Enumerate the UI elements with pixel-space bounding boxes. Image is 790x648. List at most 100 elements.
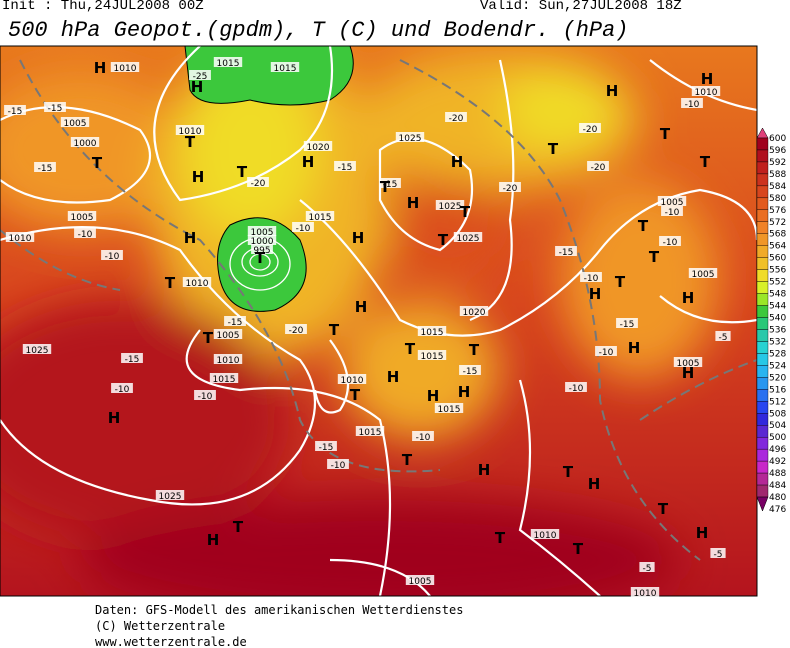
isoline-label: 1015 xyxy=(438,405,461,415)
isoline-label: -5 xyxy=(714,550,723,560)
colorbar-cell xyxy=(756,329,769,342)
colorbar-label: 576 xyxy=(769,206,786,216)
isoline-label: 1015 xyxy=(213,375,236,385)
isoline-label: -10 xyxy=(105,252,120,262)
colorbar-cell xyxy=(756,341,769,354)
isoline-label: 1010 xyxy=(9,234,32,244)
pressure-center: H xyxy=(108,409,121,427)
colorbar-label: 504 xyxy=(769,421,786,431)
isoline-label: -15 xyxy=(319,443,334,453)
colorbar-end xyxy=(756,496,769,512)
colorbar-cell xyxy=(756,377,769,390)
footer-line: (C) Wetterzentrale xyxy=(95,619,226,633)
pressure-center: T xyxy=(233,518,244,536)
label-box xyxy=(710,548,726,558)
label-box xyxy=(121,353,143,363)
pressure-center: T xyxy=(700,153,711,171)
colorbar-label: 544 xyxy=(769,302,786,312)
isoline-label: -10 xyxy=(685,100,700,110)
colorbar-label: 528 xyxy=(769,349,786,359)
isoline-label: -10 xyxy=(331,461,346,471)
label-box xyxy=(579,123,601,133)
colorbar-label: 484 xyxy=(769,481,786,491)
colorbar-cell xyxy=(756,425,769,438)
colorbar-label: 592 xyxy=(769,158,786,168)
pressure-center: T xyxy=(469,341,480,359)
isoline-label: -15 xyxy=(38,164,53,174)
isoline-label: 1025 xyxy=(26,346,49,356)
isoline-label: 1025 xyxy=(399,134,422,144)
pressure-center: T xyxy=(380,178,391,196)
pressure-center: T xyxy=(438,231,449,249)
label-box xyxy=(194,390,216,400)
label-box xyxy=(499,182,521,192)
label-box xyxy=(224,316,246,326)
label-box xyxy=(661,206,683,216)
isoline-label: -10 xyxy=(416,433,431,443)
isoline-label: 1015 xyxy=(309,213,332,223)
label-box xyxy=(44,102,66,112)
label-box xyxy=(303,141,333,151)
label-box xyxy=(67,211,97,221)
colorbar-cell xyxy=(756,389,769,402)
isoline-label: 995 xyxy=(253,246,270,256)
colorbar-label: 496 xyxy=(769,445,786,455)
footer-line: Daten: GFS-Modell des amerikanischen Wet… xyxy=(95,603,464,617)
isoline-label: -15 xyxy=(559,248,574,258)
isoline-label: -15 xyxy=(228,318,243,328)
label-box xyxy=(182,277,212,287)
pressure-center: H xyxy=(387,368,400,386)
isoline-label: 1010 xyxy=(114,64,137,74)
label-box xyxy=(379,178,401,188)
isoline-label: -10 xyxy=(599,348,614,358)
isoline-label: 1020 xyxy=(307,143,330,153)
pressure-center: H xyxy=(355,298,368,316)
isoline-label: 1015 xyxy=(217,59,240,69)
isoline-label: -20 xyxy=(591,163,606,173)
colorbar-cell xyxy=(756,233,769,246)
label-box xyxy=(334,161,356,171)
colorbar-cell xyxy=(756,413,769,426)
pressure-center: H xyxy=(588,475,601,493)
colorbar-label: 584 xyxy=(769,182,786,192)
colorbar-label: 492 xyxy=(769,457,786,467)
isoline-label: 1015 xyxy=(359,428,382,438)
label-box xyxy=(34,162,56,172)
colorbar-cell xyxy=(756,281,769,294)
colorbar-label: 488 xyxy=(769,469,786,479)
label-box xyxy=(247,226,277,236)
title: 500 hPa Geopot.(gpdm), T (C) und Bodendr… xyxy=(8,18,629,43)
isoline-label: 1005 xyxy=(251,228,274,238)
label-box xyxy=(688,268,718,278)
label-box xyxy=(630,587,660,597)
label-box xyxy=(616,318,638,328)
isoline-label: 1010 xyxy=(217,356,240,366)
isoline-label: 1005 xyxy=(661,198,684,208)
pressure-center: H xyxy=(407,194,420,212)
isoline-label: 1010 xyxy=(186,279,209,289)
pressure-center: H xyxy=(682,364,695,382)
pressure-center: H xyxy=(302,153,315,171)
pressure-center: H xyxy=(94,59,107,77)
isoline-label: -25 xyxy=(193,72,208,82)
label-box xyxy=(435,200,465,210)
pressure-center: H xyxy=(451,153,464,171)
label-box xyxy=(247,235,277,245)
pressure-center: T xyxy=(460,203,471,221)
label-box xyxy=(459,365,481,375)
isoline-label: -10 xyxy=(569,384,584,394)
label-box xyxy=(315,441,337,451)
isoline-label: 1015 xyxy=(421,328,444,338)
pressure-center: T xyxy=(329,321,340,339)
label-box xyxy=(337,374,367,384)
isoline-label: 1005 xyxy=(409,577,432,587)
label-box xyxy=(355,426,385,436)
isoline-label: -5 xyxy=(719,333,728,343)
label-box xyxy=(213,329,243,339)
pressure-center: T xyxy=(203,329,214,347)
isoline-label: -10 xyxy=(198,392,213,402)
pressure-center: T xyxy=(563,463,574,481)
isoline-label: 1015 xyxy=(274,64,297,74)
